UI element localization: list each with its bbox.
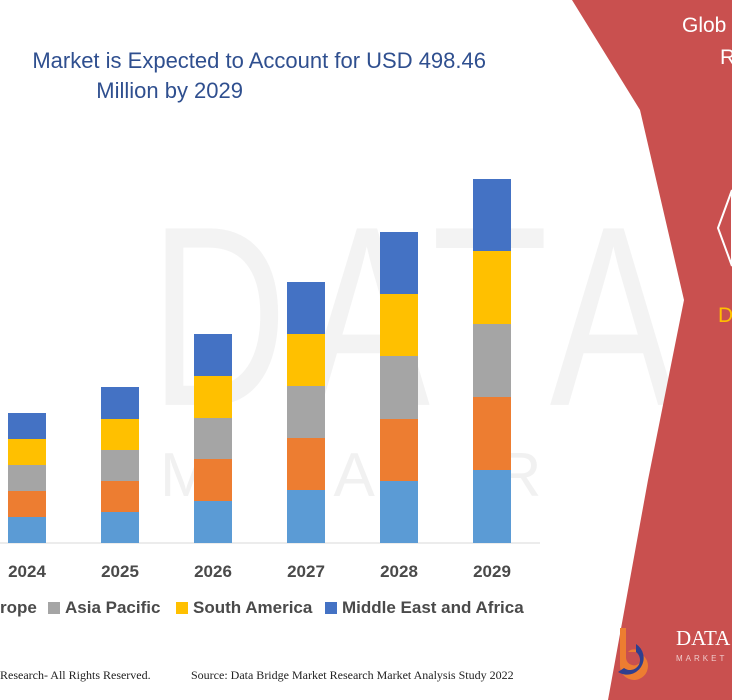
bar-segment-2029-series-2 (473, 324, 511, 397)
bar-segment-2028-series-3 (380, 294, 418, 356)
bar-segment-2027-series-0 (287, 490, 325, 543)
bar-segment-2027-series-1 (287, 438, 325, 490)
side-panel-highlight: D (718, 304, 732, 327)
bar-segment-2025-series-4 (101, 387, 139, 419)
hexagon-outline-icon (716, 189, 732, 267)
bar-segment-2026-series-4 (194, 334, 232, 376)
footer-copyright: Research- All Rights Reserved. (0, 668, 151, 682)
brand-tagline: MARKET (676, 654, 728, 663)
bar-segment-2029-series-1 (473, 397, 511, 470)
watermark-subtext: M A R K E T R E (160, 441, 732, 510)
bar-segment-2029-series-0 (473, 470, 511, 543)
side-panel-heading: Glob (682, 14, 727, 37)
bar-segment-2026-series-0 (194, 501, 232, 543)
bar-segment-2025-series-0 (101, 512, 139, 543)
bar-segment-2025-series-3 (101, 419, 139, 450)
legend-item: rope (0, 598, 37, 618)
bar-segment-2027-series-4 (287, 282, 325, 334)
legend-item: Asia Pacific (48, 598, 160, 618)
bar-segment-2024-series-0 (8, 517, 46, 543)
legend-label: Asia Pacific (65, 598, 161, 617)
x-tick-label: 2027 (287, 562, 325, 581)
bar-segment-2028-series-4 (380, 232, 418, 294)
chart-title: Market is Expected to Account for USD 49… (0, 46, 486, 106)
legend-item: South America (176, 598, 312, 618)
bar-segment-2027-series-2 (287, 386, 325, 438)
legend-swatch (325, 602, 337, 614)
bar-segment-2025-series-2 (101, 450, 139, 481)
watermark-text: DATA BRI (150, 170, 732, 464)
legend-swatch (48, 602, 60, 614)
bar-segment-2026-series-1 (194, 459, 232, 501)
bar-segment-2024-series-1 (8, 491, 46, 517)
x-tick-label: 2029 (473, 562, 511, 581)
bar-segment-2024-series-2 (8, 465, 46, 491)
bar-segment-2028-series-2 (380, 356, 418, 419)
legend-label: South America (193, 598, 313, 617)
bar-segment-2026-series-3 (194, 376, 232, 418)
legend-label: rope (0, 598, 37, 617)
x-tick-label: 2025 (101, 562, 139, 581)
bar-segment-2024-series-3 (8, 439, 46, 465)
x-tick-label: 2024 (8, 562, 46, 581)
bar-segment-2025-series-1 (101, 481, 139, 512)
x-tick-label: 2026 (194, 562, 232, 581)
footer-source: Source: Data Bridge Market Research Mark… (191, 668, 514, 682)
bar-segment-2028-series-1 (380, 419, 418, 481)
bar-segment-2029-series-3 (473, 251, 511, 324)
bar-segment-2028-series-0 (380, 481, 418, 543)
bar-segment-2026-series-2 (194, 418, 232, 459)
chart-title-line-1: Market is Expected to Account for USD 49… (32, 48, 486, 73)
side-panel-heading-2: R (720, 46, 732, 69)
legend-swatch (176, 602, 188, 614)
chart-title-line-2: Million by 2029 (96, 78, 243, 103)
x-tick-label: 2028 (380, 562, 418, 581)
legend-item: Middle East and Africa (325, 598, 524, 618)
bar-segment-2029-series-4 (473, 179, 511, 251)
bar-segment-2027-series-3 (287, 334, 325, 386)
bar-segment-2024-series-4 (8, 413, 46, 439)
legend-label: Middle East and Africa (342, 598, 524, 617)
brand-name: DATA B (676, 626, 732, 650)
brand-logo-icon (618, 628, 648, 680)
